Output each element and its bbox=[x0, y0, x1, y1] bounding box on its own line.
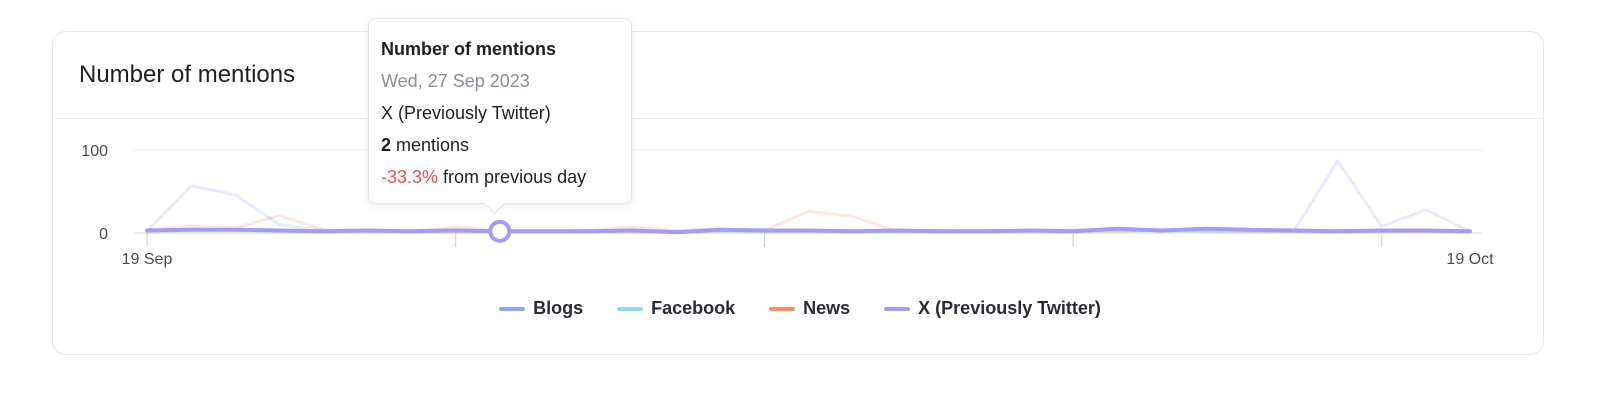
x-tick-label: 19 Sep bbox=[122, 251, 173, 268]
legend-swatch bbox=[769, 306, 796, 311]
y-tick-label: 100 bbox=[81, 143, 108, 160]
tooltip-count: 2 bbox=[381, 135, 392, 155]
legend-label: X (Previously Twitter) bbox=[918, 298, 1101, 318]
tooltip-change-row: -33.3% from previous day bbox=[381, 161, 619, 193]
mentions-card: Number of mentions bbox=[52, 31, 1544, 355]
tooltip-count-suffix: mentions bbox=[391, 135, 470, 155]
chart-legend: Blogs Facebook News X (Previously Twitter) bbox=[0, 298, 1600, 319]
legend-item[interactable]: X (Previously Twitter) bbox=[884, 298, 1101, 319]
legend-item[interactable]: Blogs bbox=[499, 298, 583, 319]
series-line-blogs bbox=[145, 159, 1472, 234]
tooltip-title: Number of mentions bbox=[381, 39, 557, 59]
card-title: Number of mentions bbox=[79, 61, 296, 88]
legend-item[interactable]: Facebook bbox=[617, 298, 735, 319]
legend-swatch bbox=[617, 306, 644, 311]
tooltip-series-name: X (Previously Twitter) bbox=[381, 103, 551, 123]
legend-swatch bbox=[499, 306, 526, 311]
legend-swatch bbox=[884, 306, 911, 311]
card-header: Number of mentions bbox=[53, 32, 1543, 119]
legend-label: Blogs bbox=[533, 298, 584, 318]
tooltip-change: -33.3% bbox=[381, 167, 439, 187]
x-tick-label: 19 Oct bbox=[1446, 251, 1494, 268]
legend-label: News bbox=[803, 298, 851, 318]
legend-item[interactable]: News bbox=[769, 298, 850, 319]
highlighted-point bbox=[488, 219, 512, 243]
y-tick-label: 0 bbox=[99, 226, 108, 243]
chart-tooltip: Number of mentions Wed, 27 Sep 2023 X (P… bbox=[368, 18, 632, 215]
tooltip-count-row: 2 mentions bbox=[381, 129, 619, 161]
tooltip-change-suffix: from previous day bbox=[438, 167, 587, 187]
tooltip-date: Wed, 27 Sep 2023 bbox=[381, 71, 530, 91]
series-line-x-previously-twitter bbox=[145, 226, 1472, 235]
legend-label: Facebook bbox=[651, 298, 736, 318]
